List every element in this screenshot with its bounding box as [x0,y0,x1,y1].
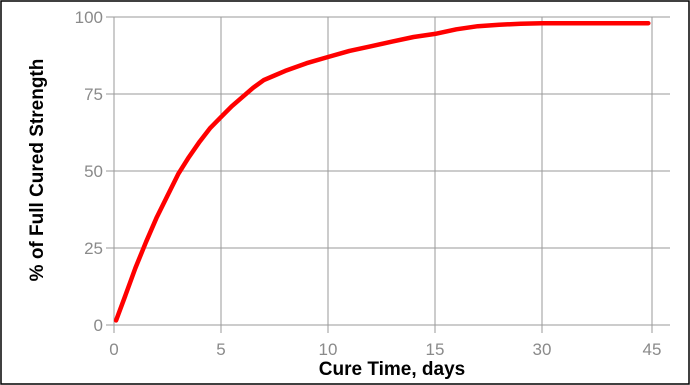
y-tick-label-0: 0 [94,316,103,335]
y-tick-labels: 0 25 50 75 100 [75,8,103,335]
x-tick-labels: 0 5 10 15 30 45 [109,340,661,359]
x-tick-label-30: 30 [533,340,552,359]
series-layer [113,20,651,323]
x-tick-label-45: 45 [643,340,662,359]
x-axis-title: Cure Time, days [319,359,465,380]
y-tick-label-75: 75 [84,85,103,104]
series-line-0 [113,20,651,323]
y-tick-label-50: 50 [84,162,103,181]
grid [106,16,670,333]
y-tick-label-100: 100 [75,8,103,27]
x-tick-label-15: 15 [426,340,445,359]
x-tick-label-0: 0 [109,340,118,359]
y-tick-label-25: 25 [84,239,103,258]
y-axis-title: % of Full Cured Strength [27,59,48,282]
x-tick-label-10: 10 [319,340,338,359]
x-tick-label-5: 5 [216,340,225,359]
